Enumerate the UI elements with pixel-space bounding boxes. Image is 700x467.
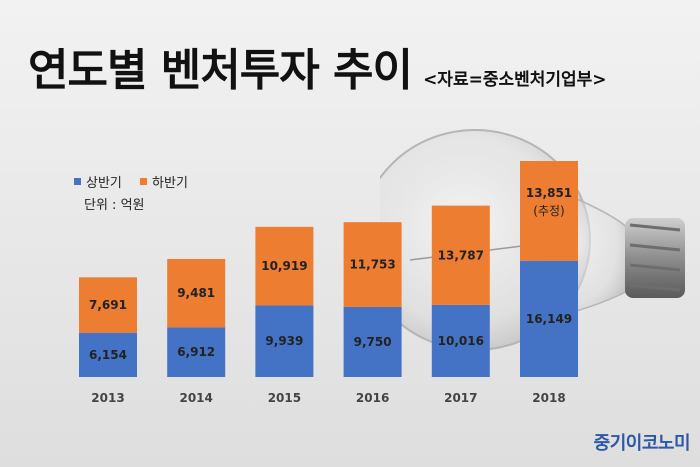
x-tick-label-2016: 2016	[356, 391, 389, 405]
legend-item-second-half: 하반기	[140, 172, 188, 191]
data-label-2013-second-half: 7,691	[89, 298, 127, 312]
data-label-2015-first-half: 9,939	[265, 334, 303, 348]
legend: 상반기 하반기	[74, 172, 202, 191]
title-row: 연도별 벤처투자 추이 <자료=중소벤처기업부>	[28, 34, 607, 98]
legend-label-second-half: 하반기	[152, 176, 188, 191]
bar-2017-first-half	[431, 304, 490, 377]
bar-2013-first-half	[79, 332, 137, 377]
bar-2014-first-half	[167, 327, 226, 377]
bar-2014-second-half	[167, 258, 226, 328]
bar-2018-first-half	[520, 260, 578, 377]
x-tick-label-2018: 2018	[532, 391, 565, 405]
x-tick-label-2014: 2014	[179, 391, 212, 405]
bar-2016-first-half	[343, 306, 402, 377]
brand-logo-text: 중기이코노미	[593, 433, 691, 454]
x-tick-label-2017: 2017	[444, 391, 477, 405]
legend-item-first-half: 상반기	[74, 172, 122, 191]
legend-swatch-second-half	[140, 178, 148, 185]
annotation-estimate: (추정)	[533, 204, 564, 218]
data-label-2013-first-half: 6,154	[89, 348, 127, 362]
unit-label: 단위 : 억원	[84, 198, 145, 213]
chart-title: 연도별 벤처투자 추이	[28, 45, 413, 96]
data-label-2018-first-half: 16,149	[526, 312, 572, 326]
data-label-2017-second-half: 13,787	[438, 248, 484, 262]
legend-swatch-first-half	[74, 178, 81, 185]
bar-2015-second-half	[255, 226, 314, 306]
bar-2013-second-half	[79, 277, 137, 333]
data-label-2015-second-half: 10,919	[261, 259, 307, 273]
data-label-2014-first-half: 6,912	[177, 345, 215, 359]
bar-2017-second-half	[431, 205, 490, 305]
data-label-2017-first-half: 10,016	[438, 334, 484, 348]
legend-label-first-half: 상반기	[86, 176, 122, 191]
bar-2015-first-half	[255, 305, 314, 377]
data-label-2016-first-half: 9,750	[354, 335, 392, 349]
data-label-2014-second-half: 9,481	[177, 286, 215, 300]
data-label-2018-second-half: 13,851	[526, 186, 572, 200]
bar-2018-second-half	[520, 161, 578, 261]
source-note: <자료=중소벤처기업부>	[423, 70, 607, 90]
bar-2016-second-half	[343, 222, 402, 307]
x-tick-label-2013: 2013	[91, 391, 124, 405]
x-tick-label-2015: 2015	[268, 391, 301, 405]
data-label-2016-second-half: 11,753	[349, 257, 395, 271]
